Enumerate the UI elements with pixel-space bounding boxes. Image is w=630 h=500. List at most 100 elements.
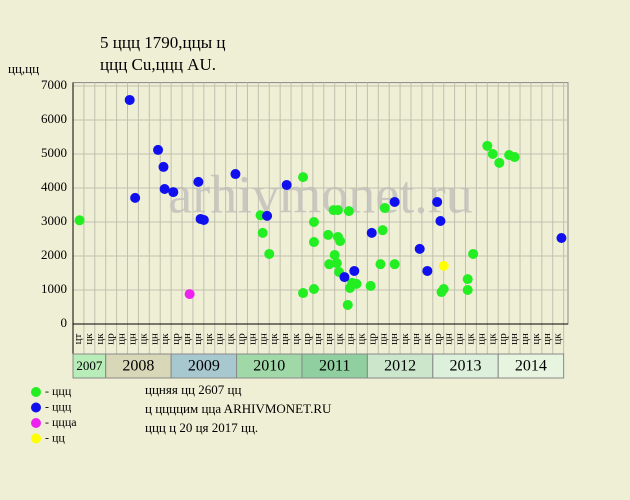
year-label: 2007 — [76, 358, 103, 373]
plot-area — [72, 82, 569, 325]
point — [308, 237, 319, 248]
year-band — [72, 353, 107, 379]
point — [158, 161, 169, 172]
x-tick-label: цн — [323, 333, 335, 345]
x-tick-label: цн — [246, 333, 258, 345]
x-tick-label: цн — [312, 333, 324, 345]
x-tick-label: цр — [497, 333, 509, 345]
point — [281, 179, 292, 190]
x-tick-label: цк — [290, 333, 302, 345]
watermark: arhivmonet.ru — [168, 164, 472, 224]
y-tick-label: 4000 — [41, 179, 67, 194]
point — [468, 248, 479, 259]
point — [343, 206, 354, 217]
point — [375, 259, 386, 270]
point — [130, 192, 141, 203]
year-band — [170, 353, 238, 379]
point — [298, 172, 309, 183]
note: ц ццццим ццa ARHIVMONET.RU — [145, 401, 332, 416]
year-label: 2012 — [384, 358, 416, 375]
y-tick-label: 2000 — [41, 247, 67, 262]
point — [198, 214, 209, 225]
x-tick-label: цн — [345, 333, 357, 345]
y-tick-label: 7000 — [41, 77, 67, 92]
y-tick-label: 6000 — [41, 111, 67, 126]
x-tick-label: цк — [530, 333, 542, 345]
year-band — [432, 353, 499, 379]
chart-subtitle: ццц Cu,ццц AU. — [100, 55, 216, 74]
point — [74, 215, 85, 226]
x-tick-label: цк — [225, 333, 237, 345]
y-axis-label: цц,цц — [8, 61, 39, 76]
x-tick-label: цк — [159, 333, 171, 345]
point — [351, 278, 362, 289]
x-tick-label: цн — [541, 333, 553, 345]
x-tick-label: цр — [236, 333, 248, 345]
point — [159, 184, 170, 195]
point — [509, 152, 520, 163]
point — [389, 196, 400, 207]
point — [324, 259, 335, 270]
point — [462, 274, 473, 285]
x-tick-label: цк — [399, 333, 411, 345]
point — [124, 94, 135, 105]
x-tick-label: цн — [126, 333, 138, 345]
x-tick-label: цр — [170, 333, 182, 345]
year-label: 2010 — [253, 358, 285, 375]
point — [184, 289, 195, 300]
point — [335, 236, 346, 247]
y-tick-label: 5000 — [41, 145, 67, 160]
x-tick-label: цн — [116, 333, 128, 345]
x-tick-label: цр — [301, 333, 313, 345]
x-tick-label: цн — [475, 333, 487, 345]
point — [365, 280, 376, 291]
point — [153, 144, 164, 155]
point — [432, 196, 443, 207]
point — [264, 248, 275, 259]
y-tick-label: 3000 — [41, 213, 67, 228]
x-tick-label: цн — [181, 333, 193, 345]
legend-marker — [31, 387, 41, 397]
year-label: 2009 — [188, 358, 220, 375]
x-tick-label: цк — [94, 333, 106, 345]
x-tick-label: цн — [192, 333, 204, 345]
x-tick-label: цк — [334, 333, 346, 345]
x-tick-label: цк — [268, 333, 280, 345]
point — [438, 260, 449, 271]
point — [414, 243, 425, 254]
note: ццняя цц 2607 цц — [145, 382, 241, 397]
point — [257, 227, 268, 238]
legend-marker — [31, 418, 41, 428]
x-tick-label: цн — [214, 333, 226, 345]
y-tick-label: 1000 — [41, 281, 67, 296]
point — [556, 232, 567, 243]
x-tick-label: цн — [257, 333, 269, 345]
point — [308, 217, 319, 227]
point — [332, 205, 343, 216]
point — [323, 229, 334, 240]
year-label: 2011 — [319, 358, 350, 375]
legend-label: - цц — [45, 430, 65, 444]
x-tick-label: цн — [279, 333, 291, 345]
x-tick-label: цн — [519, 333, 531, 345]
x-tick-label: цт — [72, 333, 84, 344]
point — [262, 210, 273, 221]
year-band — [497, 353, 565, 379]
legend-label: - ццц — [45, 399, 72, 413]
note: ццц ц 20 ця 2017 цц. — [145, 420, 258, 435]
point — [339, 272, 350, 283]
x-tick-label: цн — [508, 333, 520, 345]
x-tick-label: цр — [432, 333, 444, 345]
point — [377, 225, 388, 236]
x-tick-label: цк — [137, 333, 149, 345]
point — [329, 249, 340, 260]
x-tick-label: цк — [552, 333, 564, 345]
year-label: 2014 — [515, 358, 547, 375]
point — [230, 169, 241, 180]
year-band — [366, 353, 434, 379]
point — [349, 265, 360, 276]
point — [379, 203, 390, 214]
x-tick-label: цн — [454, 333, 466, 345]
x-tick-label: цн — [377, 333, 389, 345]
